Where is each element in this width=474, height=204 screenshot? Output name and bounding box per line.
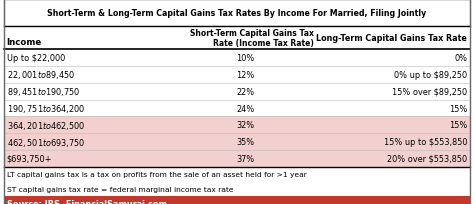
Text: 15%: 15% [449,104,467,113]
Bar [4,100,470,117]
Bar [4,27,470,50]
Text: $22,001 to $89,450: $22,001 to $89,450 [7,69,75,81]
Text: 24%: 24% [236,104,254,113]
Bar [4,117,470,134]
Text: Up to $22,000: Up to $22,000 [7,54,65,63]
Text: 37%: 37% [236,154,254,163]
Text: 0% up to $89,250: 0% up to $89,250 [394,71,467,80]
Text: Short-Term & Long-Term Capital Gains Tax Rates By Income For Married, Filing Joi: Short-Term & Long-Term Capital Gains Tax… [47,9,427,18]
Text: 32%: 32% [236,121,254,130]
Bar [4,167,470,182]
Text: 22%: 22% [236,87,254,96]
Text: ST capital gains tax rate = federal marginal income tax rate: ST capital gains tax rate = federal marg… [7,186,233,192]
Text: Long-Term Capital Gains Tax Rate: Long-Term Capital Gains Tax Rate [317,34,467,43]
Text: Source: IRS, FinancialSamurai.com: Source: IRS, FinancialSamurai.com [7,199,167,204]
Bar [4,196,470,204]
Text: 15% up to $553,850: 15% up to $553,850 [384,137,467,146]
Text: LT capital gains tax is a tax on profits from the sale of an asset held for >1 y: LT capital gains tax is a tax on profits… [7,171,306,177]
Text: 15%: 15% [449,121,467,130]
Text: 0%: 0% [455,54,467,63]
Text: 12%: 12% [236,71,254,80]
Text: Income: Income [6,37,41,46]
Bar [4,150,470,167]
Text: $89,451 to $190,750: $89,451 to $190,750 [7,86,80,98]
Text: $190,751 to $364,200: $190,751 to $364,200 [7,103,85,114]
Text: $693,750+: $693,750+ [7,154,52,163]
Text: 35%: 35% [236,137,254,146]
Bar [4,182,470,196]
Bar [4,134,470,150]
Text: 15% over $89,250: 15% over $89,250 [392,87,467,96]
Text: $364,201 to $462,500: $364,201 to $462,500 [7,119,85,131]
Text: $462,501 to $693,750: $462,501 to $693,750 [7,136,85,148]
Bar [4,67,470,83]
Bar [4,50,470,67]
Text: Short-Term Capital Gains Tax
Rate (Income Tax Rate): Short-Term Capital Gains Tax Rate (Incom… [190,29,313,48]
Text: 20% over $553,850: 20% over $553,850 [387,154,467,163]
Bar [4,0,470,27]
Text: 10%: 10% [236,54,254,63]
Bar [4,83,470,100]
